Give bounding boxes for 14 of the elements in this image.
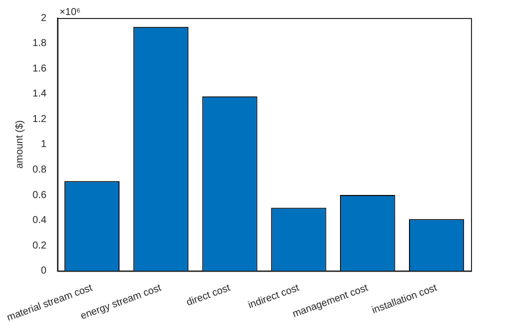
y-tick-label: 0.8 (32, 164, 47, 176)
annotation: ×10⁶ (59, 6, 81, 18)
y-tick-label: 0.6 (32, 190, 47, 201)
y-tick-label: 0 (40, 266, 47, 277)
y-axis-title: amount ($) (14, 120, 26, 169)
y-tick-label: 0.2 (32, 240, 47, 252)
y-tick-label: 1.2 (32, 114, 47, 125)
y-tick-label: 1.8 (32, 38, 47, 50)
y-tick-label: 1 (40, 139, 47, 150)
y-tick-label: 2 (40, 12, 47, 24)
x-tick-label: direct cost (185, 282, 232, 309)
y-tick-label: 0.4 (32, 215, 47, 226)
y-tick-label: 1.4 (32, 88, 47, 100)
y-tick-label: 1.6 (32, 63, 47, 74)
